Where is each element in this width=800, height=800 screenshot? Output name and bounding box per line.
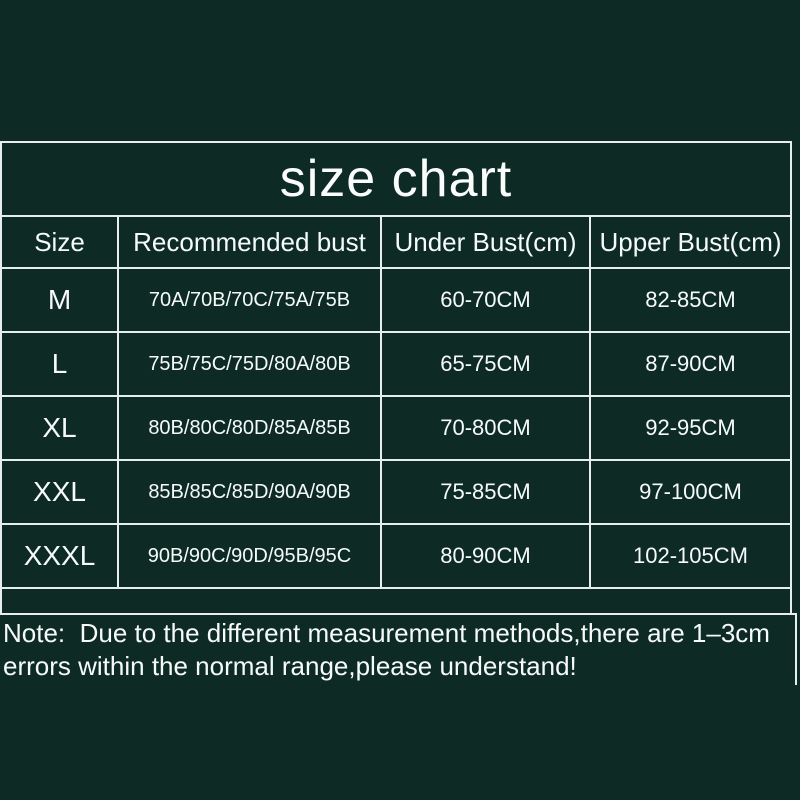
- recommended-bust: 70A/70B/70C/75A/75B: [119, 269, 382, 331]
- header-under-bust: Under Bust(cm): [382, 217, 591, 267]
- under-bust-range: 65-75CM: [382, 333, 591, 395]
- note-box: Note: Due to the different measurement m…: [0, 613, 797, 685]
- under-bust-range: 70-80CM: [382, 397, 591, 459]
- size-label: XL: [2, 397, 119, 459]
- upper-bust-range: 97-100CM: [639, 479, 742, 504]
- table-header-row: Size Recommended bust Under Bust(cm) Upp…: [2, 217, 790, 269]
- table-row-xl: XL 80B/80C/80D/85A/85B 70-80CM 92-95CM: [2, 397, 790, 461]
- table-row-l: L 75B/75C/75D/80A/80B 65-75CM 87-90CM: [2, 333, 790, 397]
- table-row-xxxl: XXXL 90B/90C/90D/95B/95C 80-90CM 102-105…: [2, 525, 790, 589]
- table-row-xxl: XXL 85B/85C/85D/90A/90B 75-85CM 97-100CM: [2, 461, 790, 525]
- under-bust-range: 60-70CM: [382, 269, 591, 331]
- upper-bust-range: 102-105CM: [633, 543, 748, 568]
- upper-bust-range: 82-85CM: [645, 287, 736, 312]
- header-size: Size: [2, 217, 119, 267]
- size-label: XXXL: [2, 525, 119, 587]
- table-footer-spacer: [2, 589, 790, 613]
- note-line-2: errors within the normal range,please un…: [3, 651, 577, 681]
- recommended-bust: 80B/80C/80D/85A/85B: [119, 397, 382, 459]
- size-label: L: [2, 333, 119, 395]
- size-label: XXL: [2, 461, 119, 523]
- page-title: size chart: [2, 143, 790, 217]
- recommended-bust: 75B/75C/75D/80A/80B: [119, 333, 382, 395]
- upper-bust-range: 87-90CM: [645, 351, 736, 376]
- recommended-bust: 85B/85C/85D/90A/90B: [119, 461, 382, 523]
- header-recommended-bust: Recommended bust: [119, 217, 382, 267]
- under-bust-range: 80-90CM: [382, 525, 591, 587]
- recommended-bust: 90B/90C/90D/95B/95C: [119, 525, 382, 587]
- table-row-m: M 70A/70B/70C/75A/75B 60-70CM 82-85CM: [2, 269, 790, 333]
- size-chart-table: size chart Size Recommended bust Under B…: [0, 141, 792, 613]
- upper-bust-range: 92-95CM: [645, 415, 736, 440]
- note-line-1: Note: Due to the different measurement m…: [3, 618, 770, 648]
- under-bust-range: 75-85CM: [382, 461, 591, 523]
- size-label: M: [2, 269, 119, 331]
- header-upper-bust: Upper Bust(cm): [599, 226, 782, 257]
